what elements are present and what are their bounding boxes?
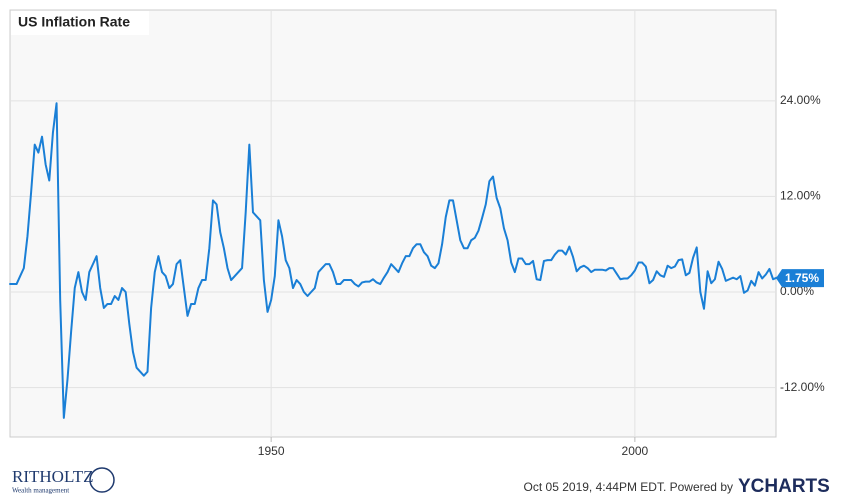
x-tick-label: 1950 <box>258 444 285 458</box>
chart-title: US Inflation Rate <box>18 14 130 30</box>
logo: RITHOLTZ <box>12 467 94 486</box>
brand: YCHARTS <box>738 476 830 497</box>
timestamp: Oct 05 2019, 4:44PM EDT. Powered by <box>524 480 733 494</box>
grid <box>10 10 776 437</box>
title-box <box>11 11 149 35</box>
value-badge-label: 1.75% <box>785 271 819 285</box>
y-tick-label: 12.00% <box>780 189 821 203</box>
x-tick-label: 2000 <box>622 444 649 458</box>
y-tick-label: 24.00% <box>780 93 821 107</box>
current-value: 1.75% <box>776 269 824 288</box>
logo-icon <box>89 467 115 493</box>
lines <box>9 102 779 419</box>
value-badge <box>776 269 824 288</box>
axes: -12.00% 0.00% 12.00% 24.00% 1950 2000 <box>258 93 825 458</box>
y-tick-label: 0.00% <box>780 284 814 298</box>
logo-sub: Wealth management <box>12 487 69 495</box>
y-tick-label: -12.00% <box>780 380 825 394</box>
data-line <box>9 102 779 419</box>
plot-area <box>9 9 777 438</box>
